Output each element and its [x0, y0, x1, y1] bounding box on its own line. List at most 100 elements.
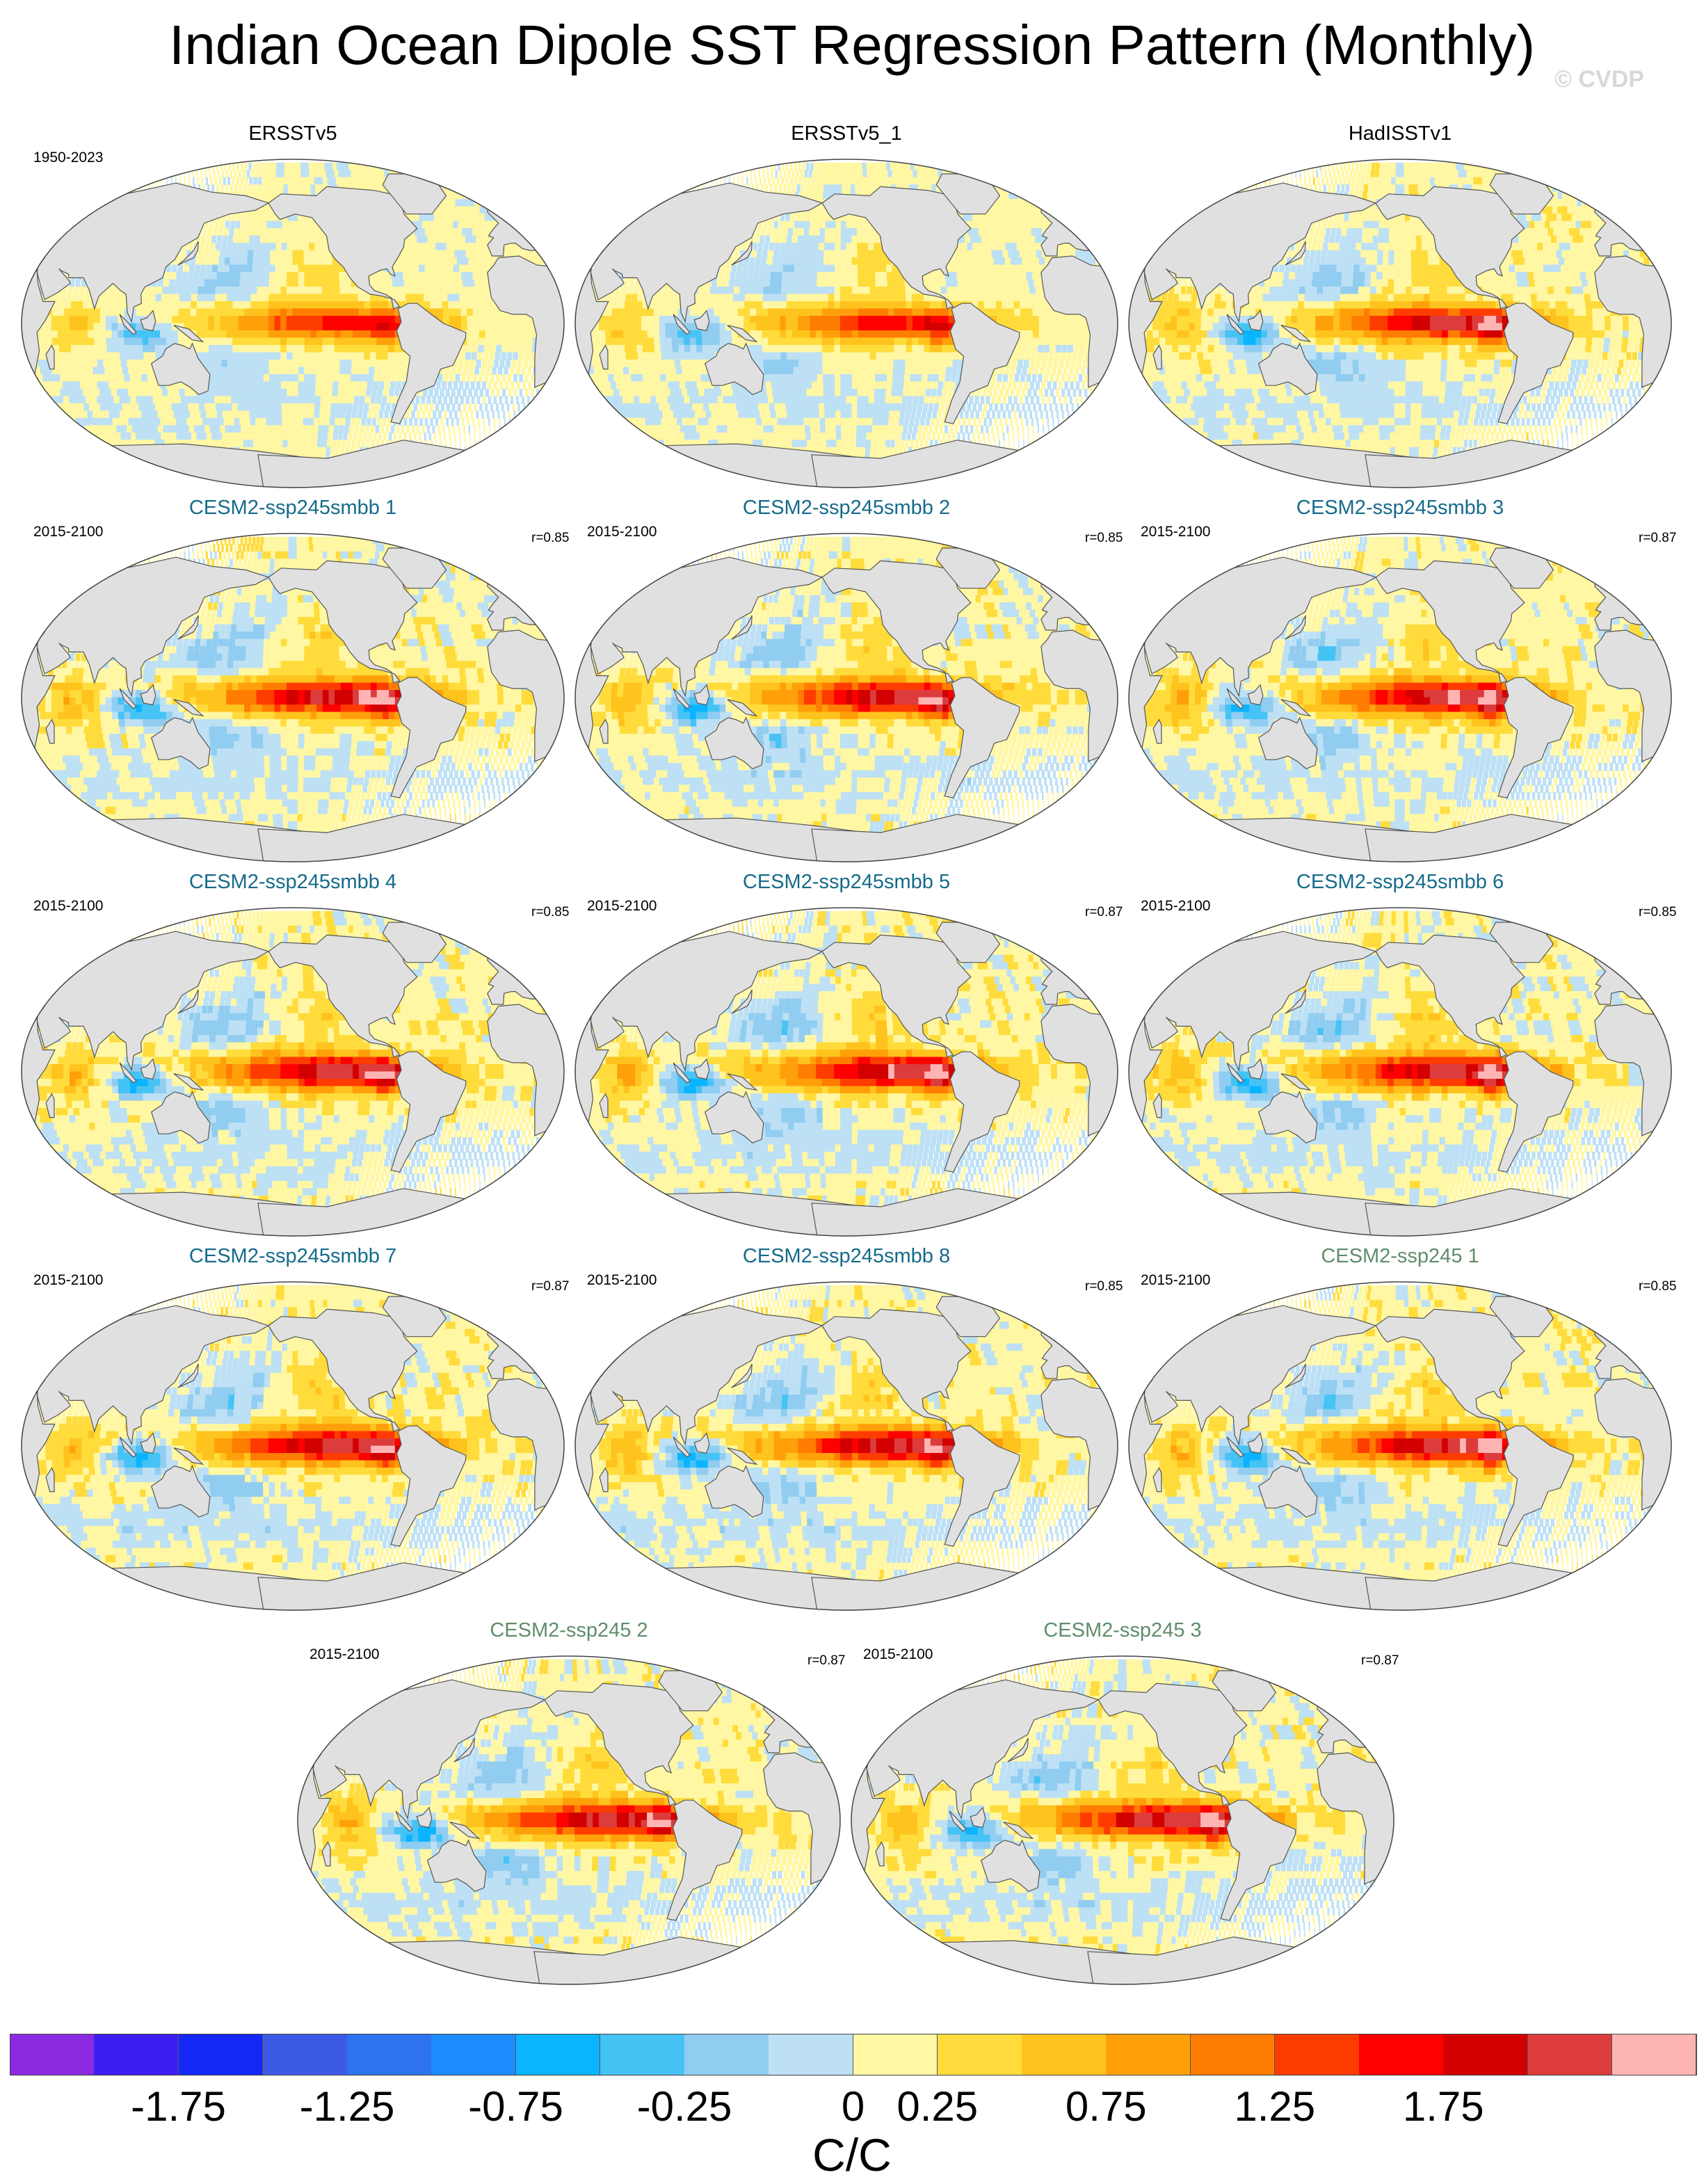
panel-period: 2015-2100 [310, 1646, 379, 1663]
land-mass [851, 1752, 885, 1885]
land-mass [390, 677, 467, 798]
colorbar-tick-label: -0.75 [447, 2082, 586, 2130]
land-mass [487, 629, 564, 762]
land-mass [268, 560, 418, 684]
land-mass [177, 1363, 199, 1388]
map-panel: CESM2-ssp245 1 2015-2100 r=0.85 [1125, 1244, 1676, 1613]
sst-regression-map [1128, 907, 1672, 1237]
map-panel: CESM2-ssp245smbb 2 2015-2100 r=0.85 [572, 496, 1123, 865]
land-mass [1594, 1004, 1671, 1137]
panel-pattern-correlation: r=0.85 [1639, 1279, 1676, 1294]
land-mass [727, 1073, 758, 1091]
land-mass [731, 615, 753, 640]
land-mass [1280, 699, 1312, 717]
land-mass [1129, 255, 1163, 388]
land-mass [851, 1670, 879, 1712]
land-mass [693, 684, 710, 706]
land-mass [449, 1822, 481, 1840]
land-mass [673, 1062, 691, 1084]
sst-regression-map [21, 1281, 565, 1611]
land-mass [1040, 629, 1118, 762]
land-mass [944, 1051, 1020, 1173]
land-mass [119, 1436, 137, 1458]
land-mass [1317, 1752, 1394, 1885]
land-mass [575, 173, 603, 215]
land-mass [22, 173, 49, 215]
sst-regression-map [21, 159, 565, 488]
sst-regression-map [21, 907, 565, 1237]
land-mass [1129, 440, 1216, 488]
land-mass [177, 241, 199, 266]
land-mass [693, 1058, 710, 1080]
land-mass [575, 1188, 662, 1236]
panel-title: CESM2-ssp245smbb 5 [572, 870, 1121, 894]
land-mass [22, 1188, 108, 1236]
land-mass [22, 814, 108, 862]
land-mass [1129, 1296, 1157, 1338]
map-panel: CESM2-ssp245smbb 6 2015-2100 r=0.85 [1125, 870, 1676, 1239]
land-mass [673, 1436, 691, 1458]
land-mass [1129, 1378, 1163, 1511]
land-mass [727, 699, 758, 717]
panel-title: HadISSTv1 [1125, 122, 1675, 145]
colorbar-swatch [1527, 2034, 1613, 2075]
colorbar-swatch [769, 2034, 853, 2075]
land-mass [1497, 1051, 1574, 1173]
sst-regression-map [297, 1655, 841, 1985]
land-mass [575, 255, 609, 388]
land-mass [1152, 344, 1162, 370]
land-mass [173, 699, 204, 717]
land-mass [1220, 1799, 1296, 1921]
land-mass [22, 1562, 108, 1610]
land-mass [45, 718, 55, 744]
panel-title: ERSSTv5_1 [572, 122, 1121, 145]
map-panel: HadISSTv1 [1125, 122, 1675, 490]
panel-pattern-correlation: r=0.85 [1085, 531, 1123, 546]
panel-period: 2015-2100 [1141, 524, 1210, 540]
land-mass [416, 1806, 433, 1829]
panel-period: 2015-2100 [587, 1272, 657, 1289]
cvdp-watermark: © CVDP [1554, 66, 1644, 93]
panel-period: 2015-2100 [1141, 898, 1210, 915]
sst-regression-map [21, 533, 565, 862]
land-mass [763, 1752, 840, 1885]
land-mass [1129, 814, 1216, 862]
colorbar-swatch [853, 2034, 938, 2075]
land-mass [1285, 615, 1306, 640]
colorbar-tick-label: 0 [784, 2082, 923, 2130]
colorbar-swatch [1190, 2034, 1276, 2075]
map-panel: CESM2-ssp245smbb 8 2015-2100 r=0.85 [572, 1244, 1123, 1613]
page-title: Indian Ocean Dipole SST Regression Patte… [0, 14, 1704, 77]
land-mass [1129, 629, 1163, 762]
sst-regression-map [574, 159, 1118, 488]
land-mass [851, 1936, 938, 1984]
colorbar-swatch [178, 2034, 264, 2075]
colorbar-swatch [515, 2034, 601, 2075]
land-mass [1280, 325, 1312, 343]
land-mass [704, 1465, 764, 1518]
land-mass [1003, 1822, 1034, 1840]
sst-regression-map [851, 1655, 1394, 1985]
land-mass [45, 1467, 55, 1493]
colorbar-swatch [1443, 2034, 1528, 2075]
land-mass [575, 1296, 603, 1338]
land-mass [731, 241, 753, 266]
colorbar-swatch [600, 2034, 685, 2075]
land-mass [599, 344, 609, 370]
land-mass [1280, 1073, 1312, 1091]
land-mass [1375, 186, 1525, 310]
land-mass [22, 1004, 56, 1137]
sst-regression-map [574, 533, 1118, 862]
land-mass [821, 560, 972, 684]
panel-title: CESM2-ssp245 3 [848, 1619, 1397, 1642]
land-mass [487, 1378, 564, 1511]
land-mass [575, 1004, 609, 1137]
land-mass [575, 1562, 662, 1610]
panel-pattern-correlation: r=0.85 [1085, 1279, 1123, 1294]
map-panel: ERSSTv5 1950-2023 [18, 122, 568, 490]
land-mass [731, 989, 753, 1014]
land-mass [575, 547, 603, 589]
land-mass [390, 1051, 467, 1173]
panel-period: 2015-2100 [1141, 1272, 1210, 1289]
colorbar-swatch [431, 2034, 516, 2075]
